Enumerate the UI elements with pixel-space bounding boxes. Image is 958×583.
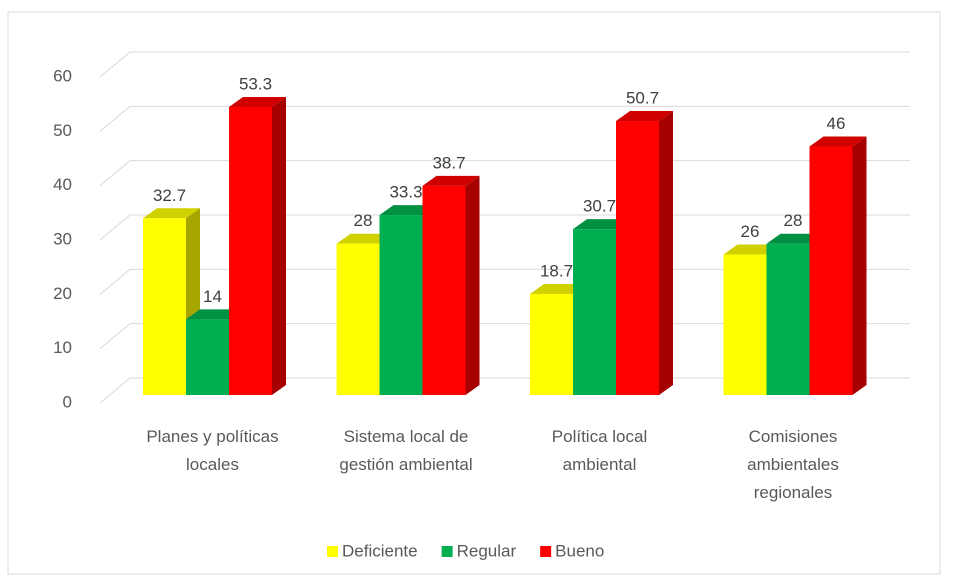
bar-top [766, 233, 824, 244]
bar-side [852, 136, 867, 396]
grid-line [99, 51, 131, 78]
bar-top [723, 244, 781, 255]
y-tick-label: 50 [53, 121, 72, 140]
x-tick-label: Sistema local de gestión ambiental [339, 427, 472, 474]
data-label: 33.3 [389, 183, 422, 202]
bar [186, 319, 229, 395]
data-label: 46 [827, 114, 846, 133]
bar-top [616, 111, 673, 122]
grid-line [99, 160, 131, 187]
bar [229, 107, 272, 395]
bar [422, 185, 466, 395]
data-label: 28 [354, 211, 373, 230]
x-tick-label: Política local ambiental [552, 427, 647, 474]
data-label: 26 [741, 222, 760, 241]
data-label: 32.7 [153, 186, 186, 205]
bar [766, 243, 810, 395]
bar-top [379, 205, 437, 216]
legend-label: Bueno [555, 541, 604, 560]
data-label: 38.7 [432, 153, 465, 172]
bar-top [143, 208, 200, 219]
bar [143, 218, 186, 395]
legend-label: Deficiente [342, 541, 418, 560]
bar-side [465, 175, 480, 395]
bar-top [186, 309, 243, 320]
y-tick-label: 20 [53, 284, 72, 303]
bar-top [530, 283, 587, 294]
bar-side [659, 111, 673, 396]
bar-top [809, 136, 867, 147]
bar-top [422, 175, 480, 186]
bar-side [272, 97, 286, 395]
data-label: 30.7 [583, 197, 616, 216]
data-label: 50.7 [626, 89, 659, 108]
bar [379, 215, 423, 395]
grid-line [99, 214, 131, 241]
legend-swatch [441, 546, 453, 557]
bar-top [573, 219, 630, 230]
bar [336, 243, 380, 395]
data-label: 53.3 [239, 74, 272, 93]
legend-swatch [540, 546, 552, 557]
bar [616, 121, 659, 396]
bar [573, 229, 616, 395]
bar [530, 293, 573, 395]
x-tick-label: Comisiones ambientales regionales [747, 427, 839, 502]
y-tick-label: 30 [53, 229, 72, 248]
y-tick-label: 60 [53, 66, 72, 85]
y-tick-label: 10 [53, 338, 72, 357]
x-tick-label: Planes y políticas locales [146, 427, 278, 474]
y-tick-label: 40 [53, 175, 72, 194]
grid-line [99, 268, 131, 295]
bar [723, 254, 767, 395]
bar-top [229, 97, 286, 107]
legend-swatch [327, 546, 338, 557]
grid-line [99, 377, 131, 404]
legend-label: Regular [457, 541, 517, 560]
grid-line [99, 105, 131, 132]
data-label: 18.7 [540, 261, 573, 280]
bar-top [336, 233, 394, 244]
data-label: 14 [203, 287, 222, 306]
data-label: 28 [784, 211, 803, 230]
bar [809, 146, 853, 395]
y-tick-label: 0 [63, 392, 72, 411]
grid-line [99, 323, 131, 350]
